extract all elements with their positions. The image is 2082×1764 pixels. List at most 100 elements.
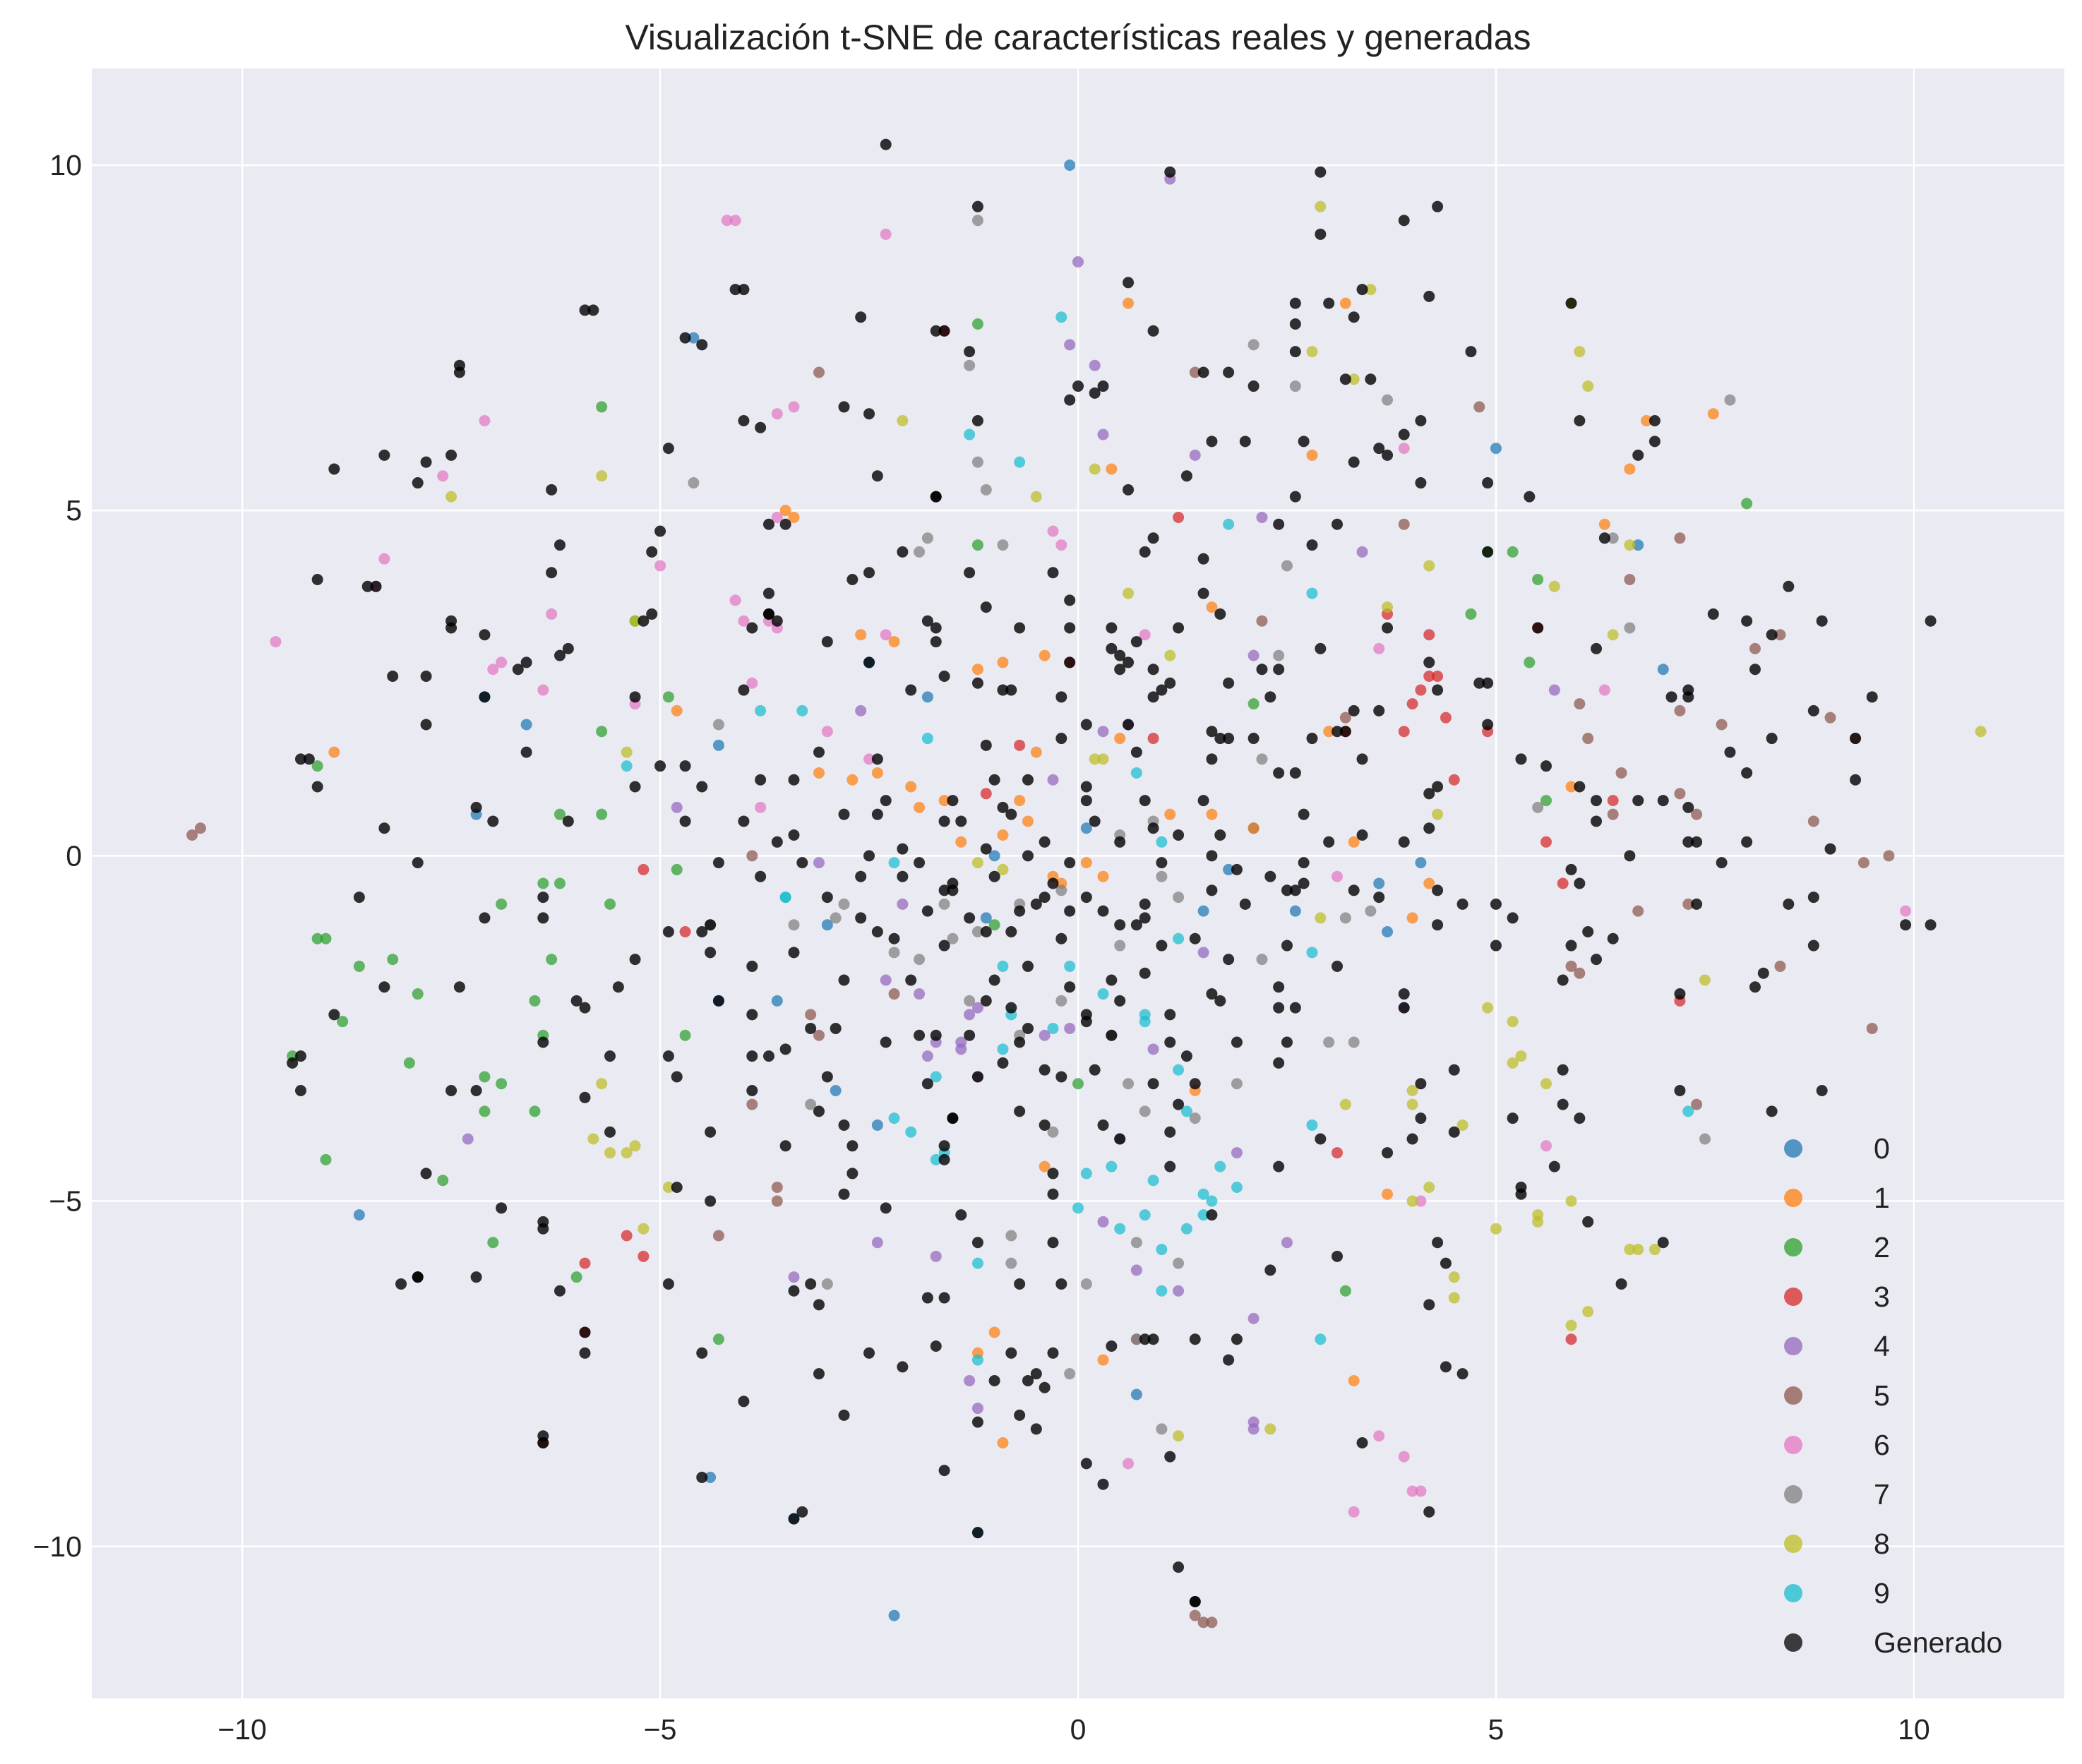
- y-tick-label: 5: [66, 494, 82, 527]
- data-point: [1097, 380, 1109, 392]
- data-point: [1574, 414, 1586, 426]
- data-point: [604, 1050, 616, 1062]
- data-point: [1339, 712, 1351, 724]
- data-point: [1130, 1264, 1142, 1276]
- data-point: [1298, 857, 1310, 869]
- data-point: [487, 815, 499, 827]
- data-point: [1398, 726, 1410, 738]
- data-point: [1139, 912, 1151, 924]
- data-point: [1807, 815, 1819, 827]
- data-point: [971, 1002, 983, 1014]
- data-point: [997, 1043, 1009, 1055]
- data-point: [1591, 642, 1603, 654]
- data-point: [1306, 947, 1318, 959]
- data-point: [1423, 877, 1435, 889]
- data-point: [964, 995, 976, 1007]
- data-point: [596, 1078, 608, 1090]
- data-point: [762, 518, 774, 530]
- data-point: [579, 1326, 591, 1338]
- data-point: [1114, 919, 1126, 931]
- data-point: [1816, 1085, 1828, 1097]
- data-point: [1030, 1368, 1042, 1380]
- data-point: [1089, 815, 1101, 827]
- data-point: [512, 664, 524, 676]
- gridlines: [92, 68, 2064, 1698]
- data-point: [1147, 822, 1159, 834]
- data-point: [1005, 1257, 1017, 1269]
- data-point: [479, 1105, 491, 1117]
- data-point: [914, 988, 926, 1000]
- data-point: [378, 981, 390, 993]
- data-point: [705, 947, 717, 959]
- data-point: [1123, 484, 1135, 496]
- data-point: [838, 1188, 850, 1200]
- data-point: [1281, 1237, 1293, 1249]
- data-point: [1883, 850, 1895, 862]
- data-point: [1014, 456, 1026, 468]
- legend-label: 9: [1874, 1577, 1890, 1609]
- data-point: [1473, 401, 1485, 413]
- data-point: [1440, 1257, 1452, 1269]
- data-point: [1339, 912, 1351, 924]
- data-point: [287, 1057, 299, 1069]
- data-point: [696, 339, 708, 351]
- data-point: [1682, 836, 1694, 848]
- data-point: [1398, 518, 1410, 530]
- data-point: [1005, 684, 1017, 696]
- data-point: [796, 1506, 808, 1518]
- data-point: [1423, 560, 1435, 572]
- series-7: [688, 215, 1736, 1435]
- data-point: [805, 1278, 817, 1290]
- data-point: [403, 1057, 415, 1069]
- data-point: [1164, 1451, 1176, 1463]
- data-point: [1197, 553, 1209, 565]
- data-point: [1857, 857, 1869, 869]
- data-point: [1598, 532, 1610, 544]
- data-point: [470, 1085, 482, 1097]
- data-point: [997, 801, 1009, 813]
- data-point: [1482, 677, 1494, 689]
- data-point: [855, 704, 867, 716]
- data-point: [1080, 719, 1092, 731]
- data-point: [1332, 1250, 1344, 1262]
- data-point: [1682, 1105, 1694, 1117]
- data-point: [1281, 884, 1293, 896]
- data-point: [980, 601, 992, 613]
- data-point: [1315, 166, 1327, 178]
- data-point: [696, 1471, 708, 1483]
- data-point: [554, 1285, 566, 1297]
- data-point: [1657, 664, 1669, 676]
- data-point: [1130, 1333, 1142, 1345]
- data-point: [1256, 954, 1268, 966]
- data-point: [830, 1022, 842, 1034]
- data-point: [888, 988, 900, 1000]
- data-point: [328, 746, 340, 758]
- data-point: [1289, 297, 1301, 309]
- data-point: [546, 954, 558, 966]
- data-point: [1239, 898, 1251, 910]
- data-point: [679, 332, 691, 344]
- data-point: [1423, 788, 1435, 800]
- data-point: [1866, 691, 1878, 703]
- data-point: [1214, 608, 1226, 620]
- y-tick-label: 0: [66, 839, 82, 872]
- data-point: [1741, 615, 1753, 627]
- data-point: [1641, 414, 1653, 426]
- data-point: [1080, 892, 1092, 904]
- data-point: [1348, 311, 1360, 323]
- data-point: [696, 925, 708, 937]
- data-point: [1716, 857, 1728, 869]
- data-point: [1022, 1374, 1034, 1386]
- data-point: [997, 656, 1009, 668]
- data-point: [1189, 932, 1201, 944]
- data-point: [1565, 1333, 1577, 1345]
- data-point: [980, 788, 992, 800]
- data-point: [353, 960, 365, 972]
- data-point: [1064, 1022, 1076, 1034]
- data-point: [311, 574, 323, 586]
- data-point: [1197, 1616, 1209, 1628]
- data-point: [604, 898, 616, 910]
- data-point: [1123, 1458, 1135, 1470]
- data-point: [1264, 691, 1276, 703]
- data-point: [1507, 1057, 1519, 1069]
